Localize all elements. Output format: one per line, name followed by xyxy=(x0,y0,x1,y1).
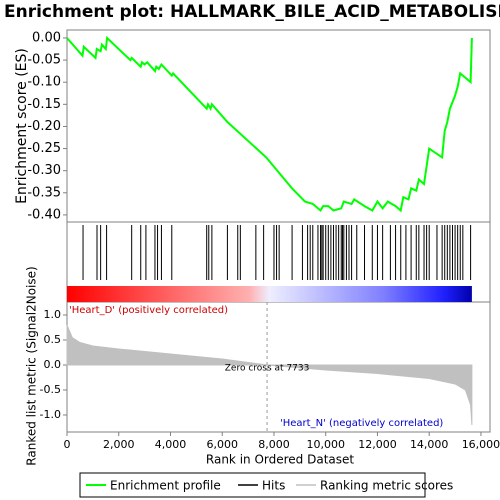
y-tick-label: -0.40 xyxy=(27,207,61,222)
y-tick-label: -0.10 xyxy=(27,75,61,90)
y-tick-label: -1.0 xyxy=(40,408,61,421)
x-tick-label: 16,000 xyxy=(462,438,500,451)
x-axis-label: Rank in Ordered Dataset xyxy=(206,453,354,467)
y-axis-label: Ranked list metric (Signal2Noise) xyxy=(25,266,39,465)
y-tick-label: -0.05 xyxy=(27,53,61,68)
zero-cross-label: Zero cross at 7733 xyxy=(225,364,310,374)
legend-label: Ranking metric scores xyxy=(320,479,453,493)
x-tick-label: 10,000 xyxy=(306,438,345,451)
es-line xyxy=(66,35,473,213)
x-tick-label: 4,000 xyxy=(155,438,187,451)
y-tick-label: 0.0 xyxy=(44,358,62,371)
y-tick-label: 1.0 xyxy=(44,308,62,321)
y-tick-label: -0.15 xyxy=(27,97,61,112)
chart-title: Enrichment plot: HALLMARK_BILE_ACID_META… xyxy=(4,2,500,22)
neg-label: 'Heart_N' (negatively correlated) xyxy=(280,418,443,429)
x-tick-label: 8,000 xyxy=(258,438,290,451)
x-tick-label: 12,000 xyxy=(358,438,397,451)
legend-label: Hits xyxy=(262,479,285,493)
y-tick-label: -0.5 xyxy=(40,383,61,396)
y-tick-label: 0.00 xyxy=(32,30,61,45)
pos-label: 'Heart_D' (positively correlated) xyxy=(69,305,228,316)
x-tick-label: 14,000 xyxy=(410,438,449,451)
metric-area xyxy=(66,324,473,426)
y-axis-label: Enrichment score (ES) xyxy=(14,48,30,204)
y-tick-label: -0.30 xyxy=(27,163,61,178)
y-tick-label: -0.20 xyxy=(27,119,61,134)
color-bar xyxy=(67,286,472,302)
x-tick-label: 2,000 xyxy=(103,438,135,451)
y-tick-label: 0.5 xyxy=(44,333,62,346)
legend-label: Enrichment profile xyxy=(110,479,221,493)
y-tick-label: -0.25 xyxy=(27,141,61,156)
y-tick-label: -0.35 xyxy=(27,185,61,200)
x-tick-label: 0 xyxy=(64,438,71,451)
x-tick-label: 6,000 xyxy=(206,438,238,451)
